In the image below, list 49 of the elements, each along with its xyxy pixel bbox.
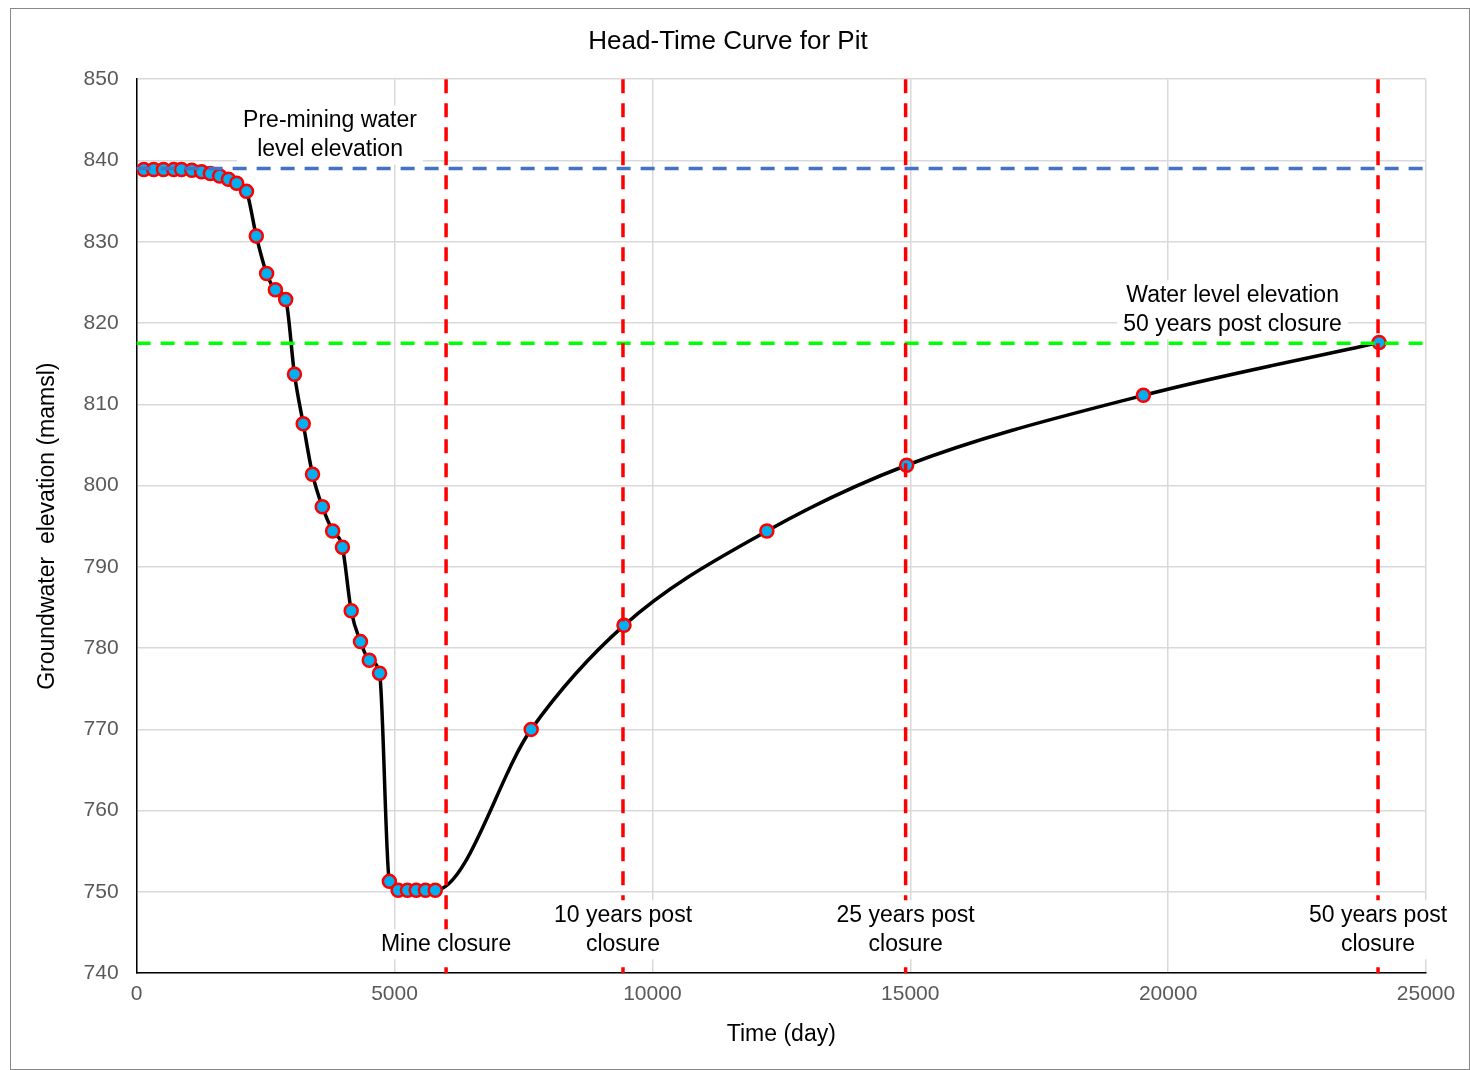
x-tick-label: 10000 bbox=[623, 980, 682, 1004]
ref-line-label: 25 years post closure bbox=[836, 900, 976, 956]
y-tick-label: 750 bbox=[83, 878, 119, 902]
point bbox=[286, 366, 303, 382]
point bbox=[314, 498, 331, 515]
x-tick-label: 20000 bbox=[1138, 980, 1198, 1004]
ref-line-label: 10 years post closure bbox=[553, 900, 693, 956]
point bbox=[324, 523, 341, 539]
y-tick-label: 800 bbox=[83, 472, 119, 496]
point bbox=[334, 539, 351, 556]
x-tick-label: 15000 bbox=[881, 980, 940, 1004]
x-axis-title: Time (day) bbox=[726, 1019, 836, 1046]
point bbox=[616, 617, 632, 634]
y-tick-label: 810 bbox=[83, 391, 119, 415]
y-tick-label: 790 bbox=[83, 553, 119, 577]
y-tick-label: 830 bbox=[83, 228, 119, 252]
y-tick-label: 820 bbox=[83, 309, 119, 333]
y-tick-label: 780 bbox=[83, 634, 119, 658]
point bbox=[304, 466, 321, 482]
point bbox=[295, 416, 311, 432]
point bbox=[361, 652, 377, 669]
ref-line-label: Water level elevation 50 years post closure bbox=[1123, 280, 1342, 336]
point bbox=[238, 183, 255, 200]
y-axis-title: Groundwater elevation (mamsl) bbox=[33, 362, 60, 690]
y-tick-label: 850 bbox=[83, 66, 119, 89]
y-tick-label: 840 bbox=[83, 147, 119, 171]
chart-title: Head-Time Curve for Pit bbox=[588, 24, 869, 55]
point bbox=[248, 228, 265, 244]
point bbox=[759, 523, 775, 539]
point bbox=[258, 265, 275, 282]
point bbox=[267, 281, 284, 298]
point bbox=[228, 175, 245, 191]
y-tick-label: 740 bbox=[83, 960, 119, 983]
x-tick-label: 5000 bbox=[371, 980, 418, 1004]
point bbox=[343, 602, 359, 619]
point bbox=[352, 633, 369, 650]
x-tick-label: 0 bbox=[130, 980, 143, 1004]
ref-line-label: Pre-mining water level elevation bbox=[243, 105, 418, 161]
point bbox=[427, 882, 443, 899]
point bbox=[381, 873, 398, 890]
point bbox=[523, 721, 539, 738]
ref-line-label: Mine closure bbox=[380, 929, 512, 956]
x-tick-label: 25000 bbox=[1396, 980, 1456, 1004]
y-tick-label: 760 bbox=[83, 797, 119, 821]
point bbox=[1135, 387, 1152, 404]
point bbox=[277, 291, 294, 308]
ref-line-label: 50 years post closure bbox=[1308, 900, 1448, 956]
y-tick-label: 770 bbox=[83, 716, 119, 740]
point bbox=[371, 665, 388, 682]
